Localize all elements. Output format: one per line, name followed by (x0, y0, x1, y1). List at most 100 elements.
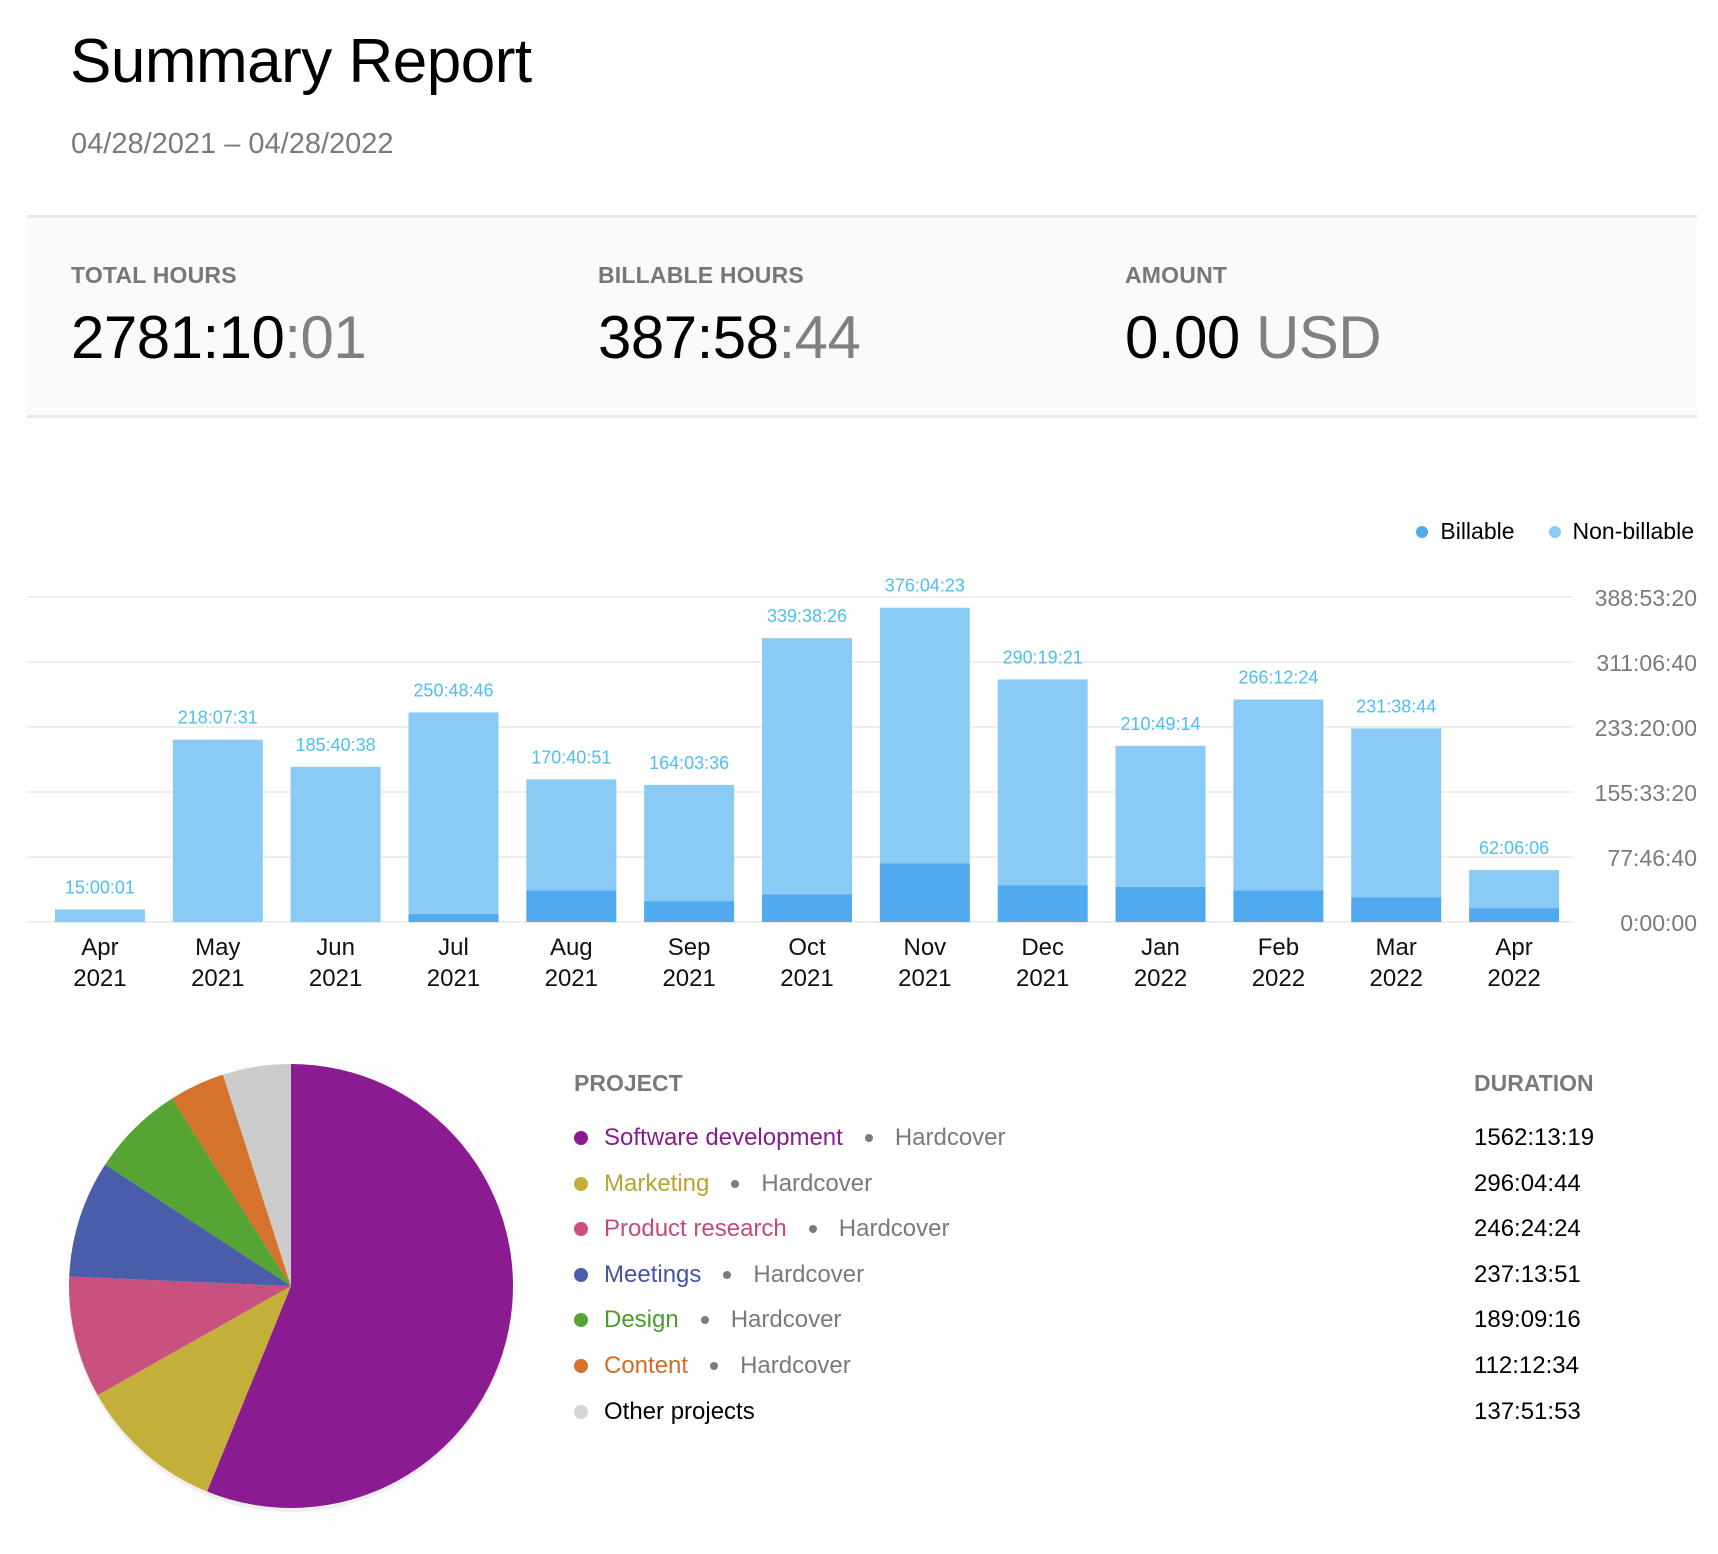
bar-non-billable[interactable] (644, 784, 735, 902)
project-row[interactable]: Content Hardcover 112:12:34 (574, 1346, 1704, 1386)
project-name[interactable]: Marketing (604, 1169, 710, 1197)
bar-billable[interactable] (1115, 886, 1206, 922)
client-name: Hardcover (761, 1169, 873, 1197)
bar-group[interactable] (997, 679, 1088, 922)
bar-group[interactable] (1115, 745, 1206, 922)
separator-dot-icon (864, 1134, 873, 1142)
pie-slice-other-projects[interactable] (222, 1064, 291, 1286)
pie-slice-design[interactable] (105, 1098, 291, 1286)
bar-non-billable[interactable] (997, 679, 1088, 886)
stat-value: 0.00 USD (1125, 303, 1382, 372)
bar-billable[interactable] (1233, 890, 1324, 922)
bar-value-label: 339:38:26 (767, 606, 847, 626)
stat-total-hours: TOTAL HOURS 2781:10:01 (71, 262, 367, 372)
x-tick-year: 2021 (309, 965, 362, 992)
x-tick-year: 2021 (427, 965, 480, 992)
bar-billable[interactable] (644, 901, 735, 922)
bar-non-billable[interactable] (1115, 745, 1206, 887)
x-tick-month: Feb (1258, 934, 1299, 961)
bar-value-label: 231:38:44 (1356, 696, 1436, 716)
bar-billable[interactable] (879, 863, 970, 923)
bar-non-billable[interactable] (408, 712, 499, 915)
bar-group[interactable] (408, 712, 499, 922)
bar-group[interactable] (54, 909, 145, 922)
pie-slice-meetings[interactable] (69, 1164, 291, 1286)
stat-label: TOTAL HOURS (71, 262, 237, 288)
project-color-dot-icon (574, 1267, 588, 1282)
pie-chart (69, 1064, 514, 1512)
x-tick-month: Dec (1021, 934, 1064, 961)
project-duration: 1562:13:19 (1474, 1124, 1595, 1151)
bar-billable[interactable] (526, 890, 617, 922)
project-row[interactable]: Meetings Hardcover 237:13:51 (574, 1255, 1704, 1295)
bar-value-label: 376:04:23 (885, 576, 965, 596)
project-name[interactable]: Other projects (604, 1397, 755, 1425)
bar-group[interactable] (172, 739, 263, 922)
bar-non-billable[interactable] (172, 739, 263, 922)
pie-slice-content[interactable] (172, 1074, 291, 1286)
legend-item-billable[interactable]: Billable (1416, 518, 1515, 545)
project-duration: 296:04:44 (1474, 1169, 1581, 1197)
chart-legend: Billable Non-billable (1416, 518, 1694, 545)
project-color-dot-icon (574, 1176, 588, 1191)
bar-group[interactable] (1351, 728, 1442, 922)
bar-group[interactable] (762, 638, 852, 922)
stat-value: 2781:10:01 (71, 303, 367, 372)
bar-billable[interactable] (762, 894, 852, 922)
bar-group[interactable] (1469, 870, 1560, 922)
bar-group[interactable] (526, 779, 617, 922)
x-tick-year: 2021 (898, 965, 951, 992)
project-name[interactable]: Content (604, 1352, 689, 1379)
project-color-dot-icon (574, 1359, 588, 1373)
x-tick-month: Sep (668, 934, 711, 961)
stat-value-seconds: :44 (778, 304, 861, 371)
legend-item-non-billable[interactable]: Non-billable (1548, 518, 1694, 545)
bar-billable[interactable] (408, 914, 499, 922)
bar-non-billable[interactable] (879, 607, 970, 864)
bar-non-billable[interactable] (1469, 870, 1560, 909)
project-row[interactable]: Design Hardcover 189:09:16 (574, 1300, 1704, 1340)
bar-non-billable[interactable] (1351, 728, 1442, 898)
project-name[interactable]: Product research (604, 1215, 787, 1243)
bar-billable[interactable] (997, 885, 1088, 922)
separator-dot-icon (700, 1316, 709, 1325)
pie-slice-marketing[interactable] (97, 1286, 291, 1492)
x-tick-year: 2021 (191, 965, 244, 992)
project-name[interactable]: Design (604, 1306, 679, 1334)
x-tick-year: 2022 (1487, 965, 1540, 992)
bar-value-label: 185:40:38 (296, 735, 376, 755)
pie-slice-software-development[interactable] (207, 1064, 514, 1508)
project-duration: 246:24:24 (1474, 1215, 1581, 1243)
bar-billable[interactable] (1469, 908, 1560, 922)
bar-group[interactable] (290, 766, 381, 922)
x-tick-year: 2021 (662, 965, 715, 992)
stat-value: 387:58:44 (598, 303, 861, 372)
y-tick-label: 388:53:20 (1595, 585, 1697, 611)
project-color-dot-icon (574, 1222, 588, 1237)
bar-non-billable[interactable] (1233, 699, 1324, 891)
pie-slice-product-research[interactable] (69, 1276, 291, 1396)
separator-dot-icon (731, 1179, 740, 1188)
stat-value-currency: USD (1239, 304, 1382, 371)
project-row[interactable]: Other projects 137:51:53 (574, 1392, 1704, 1432)
bar-group[interactable] (1233, 699, 1324, 922)
bar-non-billable[interactable] (54, 909, 145, 922)
project-row[interactable]: Software development Hardcover 1562:13:19 (574, 1118, 1704, 1158)
project-name[interactable]: Meetings (604, 1260, 702, 1288)
project-row[interactable]: Product research Hardcover 246:24:24 (574, 1209, 1704, 1249)
duration-column-header[interactable]: DURATION (1474, 1070, 1594, 1096)
project-column-header[interactable]: PROJECT (574, 1070, 683, 1096)
bar-billable[interactable] (1351, 897, 1442, 922)
bar-non-billable[interactable] (526, 779, 617, 891)
bar-group[interactable] (879, 607, 970, 923)
bar-non-billable[interactable] (290, 766, 381, 922)
project-name[interactable]: Software development (604, 1124, 843, 1151)
bar-group[interactable] (644, 784, 735, 922)
stat-value-seconds: :01 (284, 304, 367, 371)
project-row[interactable]: Marketing Hardcover 296:04:44 (574, 1164, 1704, 1204)
project-duration: 137:51:53 (1474, 1397, 1581, 1425)
stat-amount: AMOUNT 0.00 USD (1125, 262, 1382, 372)
bar-non-billable[interactable] (762, 638, 852, 895)
client-name: Hardcover (730, 1306, 842, 1334)
bar-value-label: 266:12:24 (1238, 668, 1318, 688)
